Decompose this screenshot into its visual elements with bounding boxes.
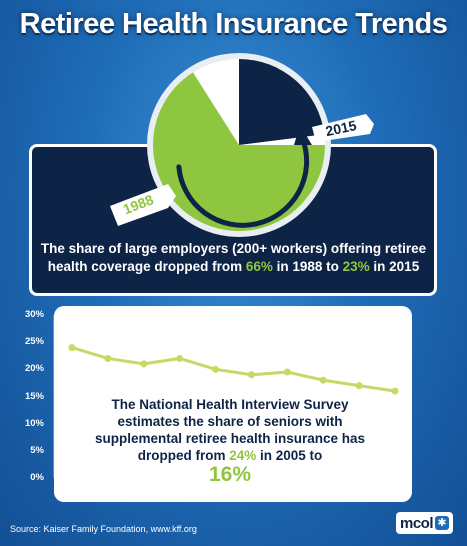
line-series <box>68 344 399 395</box>
data-point-2013 <box>355 382 363 390</box>
x-tick-label: 2008 <box>169 490 191 501</box>
page-title: Retiree Health Insurance Trends <box>19 8 448 40</box>
x-tick-label: 2012 <box>312 490 334 501</box>
nhis-panel <box>54 306 412 502</box>
nhis-text-part: in 2005 to <box>256 448 323 463</box>
y-tick-label: 0% <box>30 472 44 483</box>
nhis-text: The National Health Interview Survey est… <box>80 396 380 486</box>
y-tick-label: 25% <box>24 336 44 348</box>
data-point-2008 <box>176 354 184 362</box>
y-tick-label: 20% <box>24 363 44 375</box>
label-2015: 2015 <box>312 114 374 142</box>
value-1988: 66% <box>245 259 273 274</box>
employer-text-part: The share of large employers (200+ worke… <box>40 241 427 274</box>
y-tick-label: 15% <box>24 390 44 402</box>
value-2014: 16% <box>208 463 252 486</box>
pie-slice-1988 <box>153 72 325 231</box>
data-point-2012 <box>319 376 327 384</box>
x-tick-label: 2006 <box>97 490 119 501</box>
y-tick-label: 10% <box>24 417 44 429</box>
data-point-2007 <box>140 360 148 368</box>
x-tick-label: 2010 <box>240 490 262 501</box>
data-point-2014 <box>391 387 399 395</box>
x-tick-label: 2011 <box>277 490 298 501</box>
nhis-text-part: The National Health Interview Survey est… <box>94 397 366 463</box>
logo-text: mcol <box>400 514 434 532</box>
series-line <box>71 346 396 393</box>
value-2015: 23% <box>342 259 370 274</box>
data-point-2010 <box>247 371 255 379</box>
x-tick-label: 2013 <box>348 490 370 501</box>
x-tick-label: 2005 <box>61 490 83 501</box>
employer-text-part: in 1988 to <box>272 259 343 274</box>
employer-coverage-text: The share of large employers (200+ worke… <box>30 240 437 276</box>
source-note: Source: Kaiser Family Foundation, www.kf… <box>10 524 197 534</box>
data-point-2011 <box>283 368 291 376</box>
x-tick-label: 2014 <box>384 490 406 501</box>
decline-arrow <box>176 136 310 228</box>
value-2005: 24% <box>229 448 257 463</box>
data-point-2005 <box>68 344 76 352</box>
data-point-2009 <box>212 365 220 373</box>
mcol-logo: mcol ✱ <box>396 512 454 534</box>
pie-slice-2015 <box>239 59 325 145</box>
data-point-2006 <box>104 354 112 362</box>
y-tick-label: 30% <box>24 309 44 320</box>
x-tick-label: 2007 <box>133 490 155 501</box>
decline-arrow-head <box>294 125 312 145</box>
employer-text-part: in 2015 <box>369 259 420 274</box>
x-tick-label: 2009 <box>204 490 227 501</box>
logo-mark-icon: ✱ <box>435 516 450 530</box>
label-2015-text: 2015 <box>324 117 358 139</box>
y-tick-label: 5% <box>30 444 44 456</box>
